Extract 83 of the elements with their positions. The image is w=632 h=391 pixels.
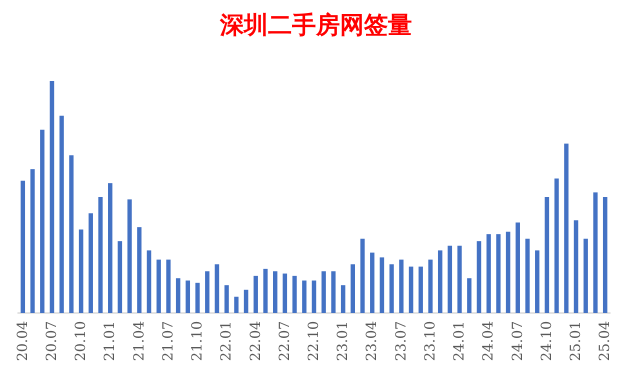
bar — [88, 213, 93, 313]
bar — [118, 241, 122, 313]
bar — [457, 246, 462, 313]
bar — [50, 81, 54, 313]
bar — [78, 229, 84, 313]
bar — [263, 268, 268, 313]
bar — [486, 234, 491, 313]
chart-title: 深圳二手房网签量 — [219, 11, 412, 39]
x-tick-label: 20.04 — [14, 320, 31, 362]
bar — [418, 266, 423, 313]
x-tick-label: 23.04 — [364, 320, 380, 362]
bar — [428, 260, 433, 313]
x-tick-label: 25.04 — [597, 320, 614, 362]
bar — [350, 264, 356, 313]
bar — [322, 271, 326, 313]
x-tick-label: 24.01 — [452, 321, 468, 362]
bar — [40, 130, 44, 313]
bar — [408, 266, 414, 313]
x-tick-label: 22.01 — [218, 321, 235, 362]
bar — [506, 232, 510, 313]
bar — [282, 274, 288, 313]
x-tick-label: 20.10 — [73, 321, 90, 362]
bar — [476, 241, 482, 313]
bar — [302, 280, 306, 313]
bar — [544, 197, 550, 313]
x-tick-label: 24.04 — [480, 320, 497, 362]
bar — [535, 250, 540, 313]
bar — [108, 183, 112, 313]
bar — [574, 220, 578, 313]
x-tick-label: 21.04 — [131, 320, 148, 362]
x-tick-label: 24.10 — [538, 321, 555, 362]
bar — [360, 238, 365, 313]
x-tick-label: 22.10 — [306, 321, 322, 362]
x-tick-label: 25.01 — [568, 321, 584, 362]
bar — [156, 260, 161, 313]
bar — [380, 257, 384, 313]
x-tick-label: 24.07 — [510, 321, 526, 362]
x-tick-label: 23.10 — [422, 321, 438, 362]
bar — [166, 260, 171, 313]
bar — [214, 264, 220, 313]
x-tick-label: 21.01 — [102, 321, 118, 362]
bar — [312, 280, 316, 313]
bar — [389, 264, 394, 313]
bar — [448, 246, 452, 313]
x-tick-label: 23.01 — [335, 321, 352, 362]
bar — [272, 271, 278, 313]
bar — [30, 169, 35, 313]
bar — [20, 180, 26, 313]
bar — [399, 260, 404, 313]
x-tick-label: 20.07 — [44, 321, 60, 362]
x-tick-label: 23.07 — [393, 321, 410, 362]
bar — [564, 144, 569, 313]
bar — [292, 276, 297, 313]
bar — [516, 222, 520, 313]
bar — [234, 296, 239, 313]
bar — [146, 250, 152, 313]
bar — [602, 197, 608, 313]
bar — [69, 155, 74, 313]
bar — [59, 116, 64, 313]
bar — [205, 271, 210, 313]
bar — [554, 178, 559, 313]
x-tick-label: 21.07 — [160, 321, 176, 362]
bar — [467, 278, 472, 313]
x-tick-label: 22.04 — [248, 320, 264, 362]
bar — [340, 285, 346, 313]
bar — [254, 276, 258, 313]
bar — [224, 285, 229, 313]
bar — [137, 227, 142, 313]
bar — [127, 199, 132, 313]
bar — [176, 278, 180, 313]
bar — [525, 238, 530, 313]
bar — [195, 282, 200, 313]
bar — [438, 250, 442, 313]
x-tick-label: 22.07 — [276, 321, 293, 362]
bar — [186, 280, 190, 313]
x-tick-label: 21.10 — [190, 321, 206, 362]
bar — [584, 238, 588, 313]
bar — [593, 192, 598, 313]
bar — [370, 252, 374, 313]
bar — [331, 271, 336, 313]
bar — [496, 234, 501, 313]
bar — [98, 197, 103, 313]
bar — [244, 290, 248, 313]
